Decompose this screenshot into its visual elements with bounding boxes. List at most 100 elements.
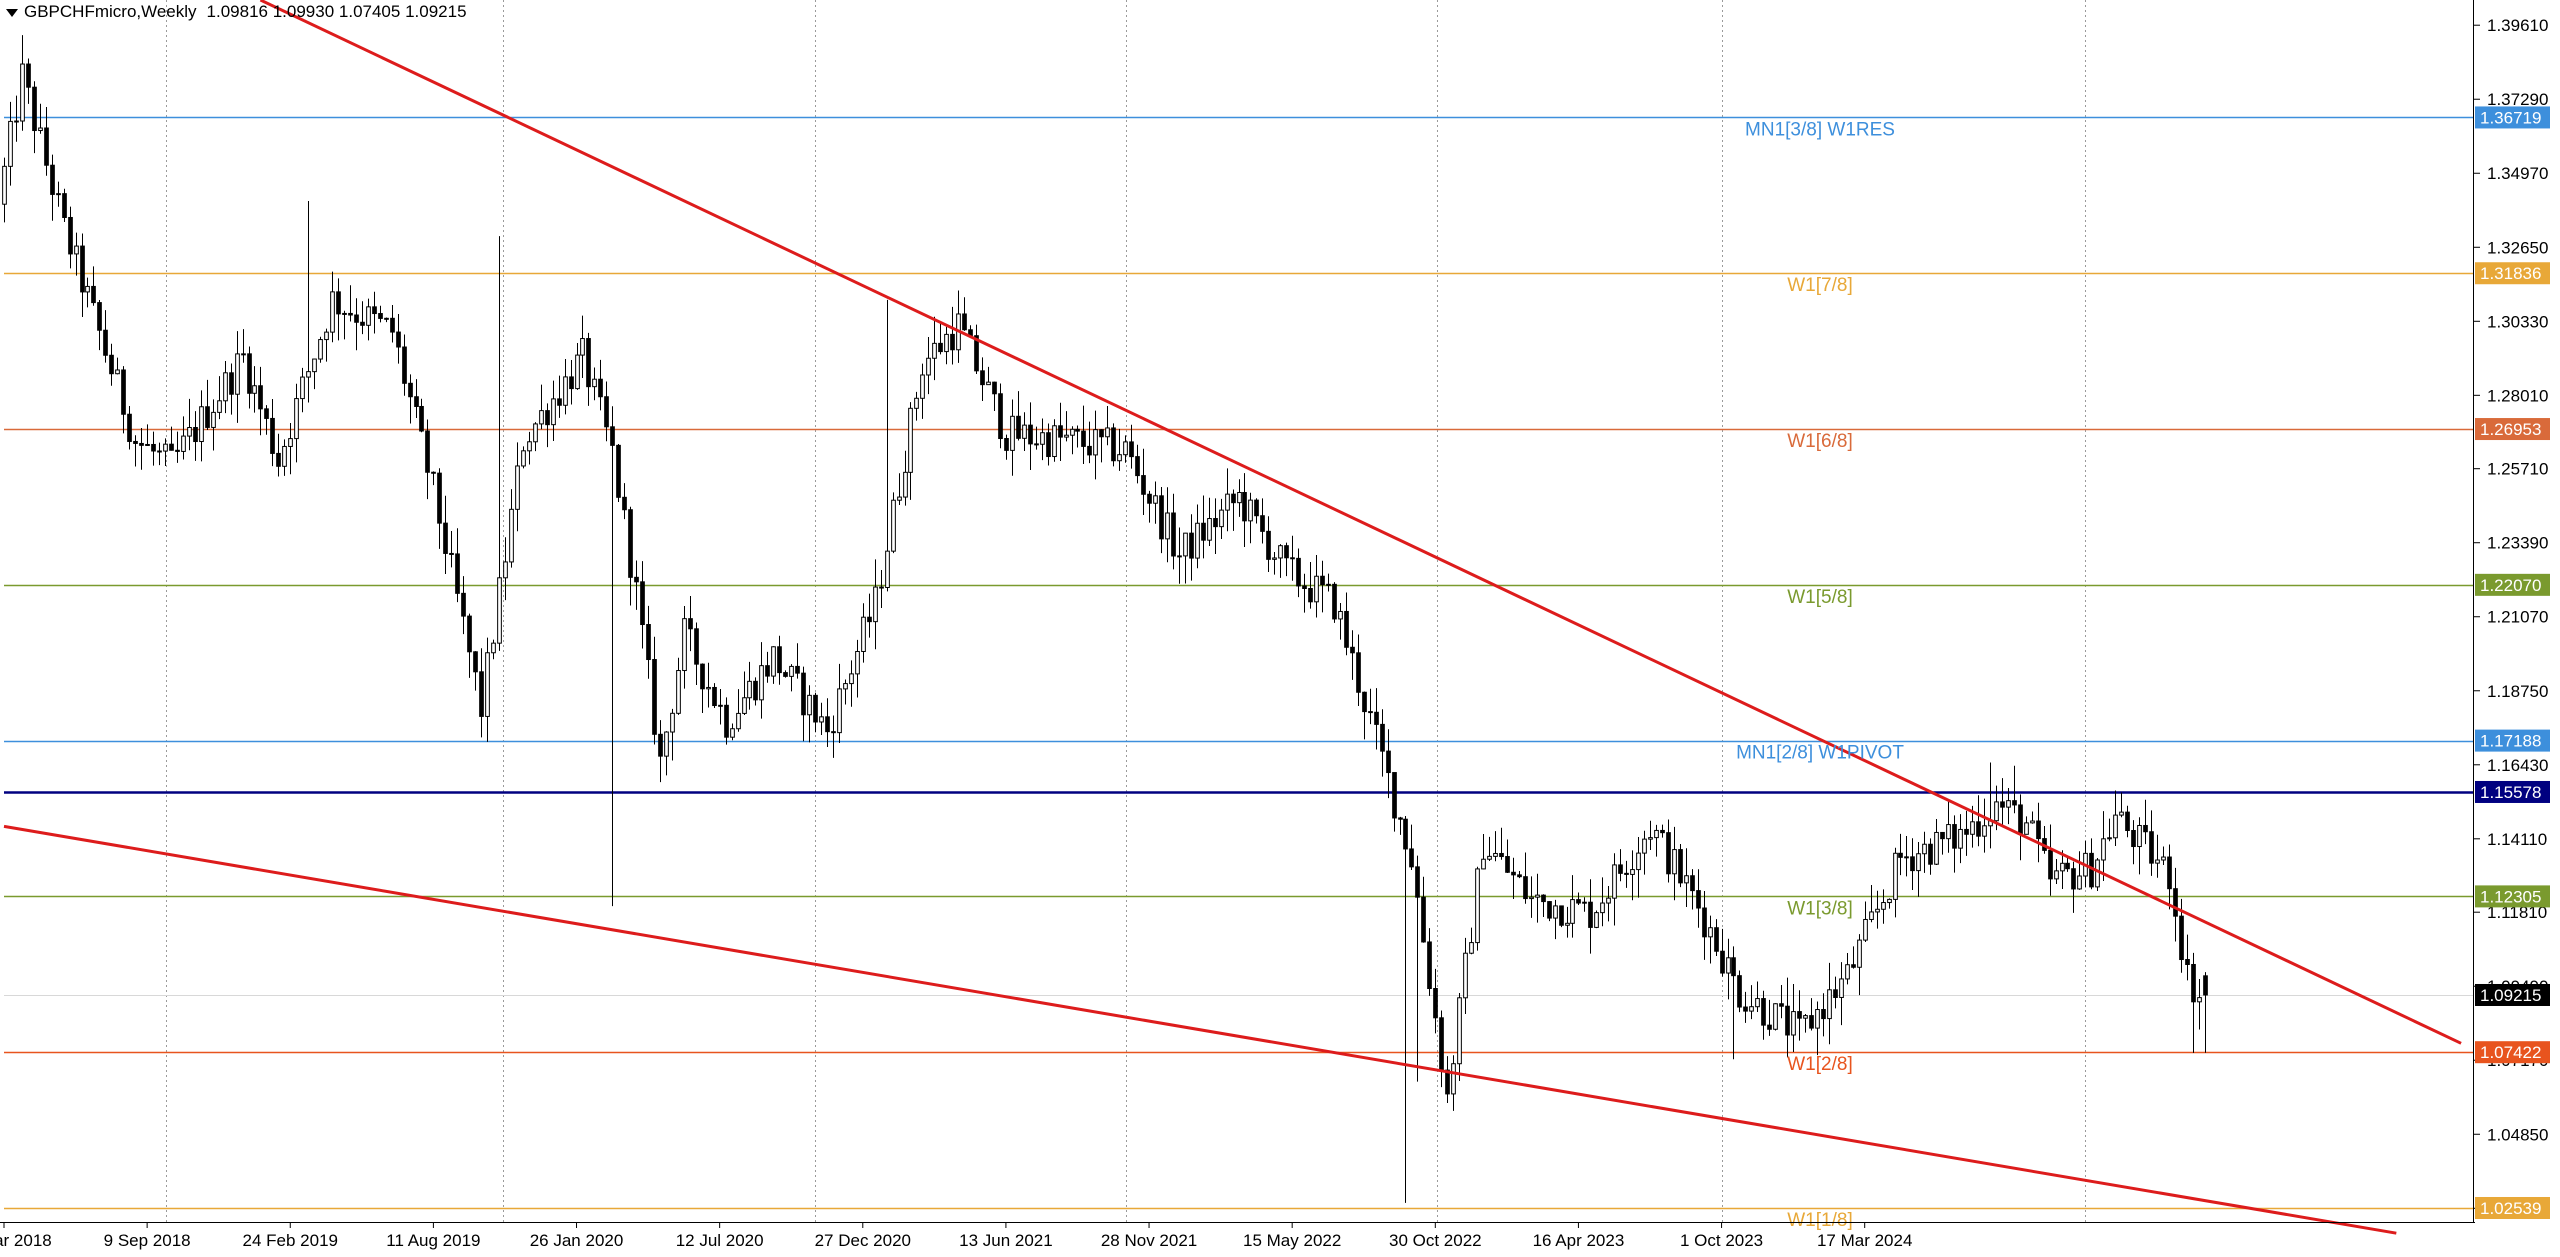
candle[interactable]: [604, 381, 609, 442]
candle[interactable]: [1541, 894, 1546, 917]
candle[interactable]: [634, 560, 639, 610]
candle[interactable]: [1672, 826, 1677, 901]
candle[interactable]: [1207, 497, 1212, 547]
candle[interactable]: [223, 361, 228, 414]
candle[interactable]: [1570, 875, 1575, 938]
candle[interactable]: [97, 299, 102, 351]
candle[interactable]: [1946, 800, 1951, 853]
candle[interactable]: [282, 439, 287, 476]
candle[interactable]: [372, 291, 377, 334]
candle[interactable]: [2095, 858, 2100, 891]
candle[interactable]: [1237, 479, 1242, 517]
candle[interactable]: [2060, 850, 2065, 889]
candle[interactable]: [2191, 952, 2196, 1053]
candle[interactable]: [509, 489, 514, 568]
candle[interactable]: [1916, 841, 1921, 897]
candle[interactable]: [26, 58, 31, 104]
candle[interactable]: [491, 639, 496, 660]
candle[interactable]: [342, 310, 347, 340]
candle[interactable]: [2143, 799, 2148, 845]
candle[interactable]: [2119, 792, 2124, 818]
candle[interactable]: [139, 427, 144, 470]
candle[interactable]: [1767, 999, 1772, 1036]
candle[interactable]: [795, 643, 800, 679]
candle[interactable]: [1213, 498, 1218, 555]
candle[interactable]: [676, 657, 681, 715]
candle[interactable]: [1922, 831, 1927, 873]
candle[interactable]: [1618, 849, 1623, 882]
candle[interactable]: [62, 188, 67, 223]
candle[interactable]: [1684, 848, 1689, 907]
candle[interactable]: [2173, 867, 2178, 942]
candle[interactable]: [163, 438, 168, 466]
collapse-triangle-icon[interactable]: [6, 8, 18, 17]
candle[interactable]: [885, 299, 890, 592]
candle[interactable]: [1093, 410, 1098, 480]
candle[interactable]: [2071, 861, 2076, 913]
candle[interactable]: [193, 411, 198, 461]
candle[interactable]: [771, 646, 776, 684]
candle[interactable]: [288, 422, 293, 475]
candle[interactable]: [1523, 852, 1528, 904]
candle[interactable]: [1535, 873, 1540, 923]
candle[interactable]: [1720, 928, 1725, 977]
candle[interactable]: [533, 422, 538, 452]
candle[interactable]: [938, 322, 943, 355]
candle[interactable]: [1612, 853, 1617, 926]
trendline-lower[interactable]: [3, 824, 2397, 1235]
candle[interactable]: [974, 324, 979, 374]
candle[interactable]: [425, 419, 430, 500]
candle[interactable]: [2113, 790, 2118, 846]
candle[interactable]: [473, 651, 478, 691]
candle[interactable]: [402, 334, 407, 396]
candle[interactable]: [408, 374, 413, 424]
candle[interactable]: [1266, 516, 1271, 572]
candle[interactable]: [1475, 866, 1480, 951]
candle[interactable]: [801, 666, 806, 742]
candle[interactable]: [765, 651, 770, 683]
candle[interactable]: [1135, 444, 1140, 484]
candle[interactable]: [557, 375, 562, 418]
candle[interactable]: [1398, 816, 1403, 835]
candle[interactable]: [1362, 691, 1367, 740]
candle[interactable]: [318, 336, 323, 363]
candle[interactable]: [1272, 551, 1277, 575]
candle[interactable]: [1648, 820, 1653, 851]
candle[interactable]: [1809, 998, 1814, 1031]
candle[interactable]: [187, 398, 192, 451]
candle[interactable]: [1893, 847, 1898, 918]
candle[interactable]: [1511, 857, 1516, 900]
candle[interactable]: [461, 576, 466, 635]
candle[interactable]: [1409, 824, 1414, 871]
candle[interactable]: [1129, 424, 1134, 469]
candle[interactable]: [1219, 498, 1224, 539]
candle[interactable]: [1195, 504, 1200, 569]
candle[interactable]: [1332, 582, 1337, 623]
candle[interactable]: [2024, 816, 2029, 835]
candle[interactable]: [91, 266, 96, 306]
candle[interactable]: [980, 357, 985, 402]
candle[interactable]: [1660, 824, 1665, 838]
candle[interactable]: [950, 306, 955, 365]
candle[interactable]: [1302, 573, 1307, 613]
candle[interactable]: [2197, 978, 2202, 1030]
candle[interactable]: [85, 277, 90, 308]
candle[interactable]: [1177, 527, 1182, 584]
candle[interactable]: [497, 236, 502, 651]
candle[interactable]: [431, 471, 436, 486]
candle[interactable]: [2125, 805, 2130, 838]
candle[interactable]: [926, 336, 931, 395]
candle[interactable]: [1070, 426, 1075, 455]
candle[interactable]: [384, 317, 389, 323]
candle[interactable]: [616, 443, 621, 502]
candle[interactable]: [759, 642, 764, 719]
candle[interactable]: [503, 537, 508, 601]
candle[interactable]: [831, 715, 836, 758]
candle[interactable]: [1678, 843, 1683, 888]
candle[interactable]: [712, 683, 717, 708]
candle[interactable]: [1815, 1001, 1820, 1056]
candle[interactable]: [1457, 993, 1462, 1081]
candle[interactable]: [1636, 836, 1641, 898]
candle[interactable]: [2107, 818, 2112, 842]
candle[interactable]: [1260, 498, 1265, 544]
